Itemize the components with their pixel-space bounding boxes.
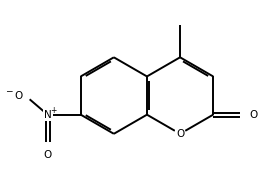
Text: O: O [176, 129, 184, 139]
Text: O: O [14, 91, 23, 101]
Text: −: − [5, 86, 12, 95]
Text: O: O [250, 110, 258, 120]
Text: N: N [44, 110, 52, 120]
Text: O: O [43, 150, 52, 160]
Text: +: + [51, 106, 57, 115]
